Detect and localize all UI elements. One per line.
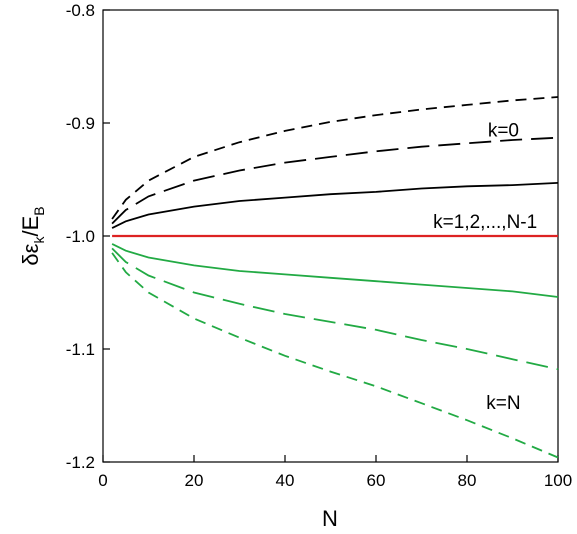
y-tick-label: -1.0 — [66, 227, 95, 246]
x-tick-label: 40 — [276, 471, 295, 490]
annotations: k=0 k=1,2,...,N-1 k=N — [433, 121, 537, 414]
y-axis-title-base: δε — [18, 243, 43, 265]
axis-ticks: 0 20 40 60 80 100 -0.8 -0.9 -1.0 -1.1 -1.2 — [66, 1, 572, 490]
series-line-7 — [111, 252, 559, 459]
x-tick-label: 80 — [458, 471, 477, 490]
x-tick-label: 100 — [544, 471, 572, 490]
y-axis-title-sub: k — [31, 236, 47, 244]
series-line-6 — [111, 247, 559, 371]
series-line-5 — [111, 243, 559, 298]
y-tick-label: -1.1 — [66, 340, 95, 359]
x-tick-label: 20 — [185, 471, 204, 490]
x-tick-label: 60 — [367, 471, 386, 490]
x-axis-title: N — [322, 506, 338, 531]
y-axis-title-sub2: B — [31, 206, 47, 215]
series-line-2 — [111, 136, 559, 225]
y-axis-title-mid: /E — [18, 216, 43, 237]
x-tick-label: 0 — [98, 471, 107, 490]
y-tick-label: -0.9 — [66, 114, 95, 133]
annotation-label: k=N — [486, 393, 520, 414]
annotation-label: k=1,2,...,N-1 — [433, 212, 537, 233]
y-axis-title: δεk/EB — [18, 206, 47, 265]
series-line-3 — [111, 182, 559, 229]
y-tick-label: -0.8 — [66, 1, 95, 20]
series-group — [111, 96, 559, 459]
annotation-label: k=0 — [488, 121, 519, 142]
series-line-1 — [111, 96, 559, 220]
y-tick-label: -1.2 — [66, 453, 95, 472]
